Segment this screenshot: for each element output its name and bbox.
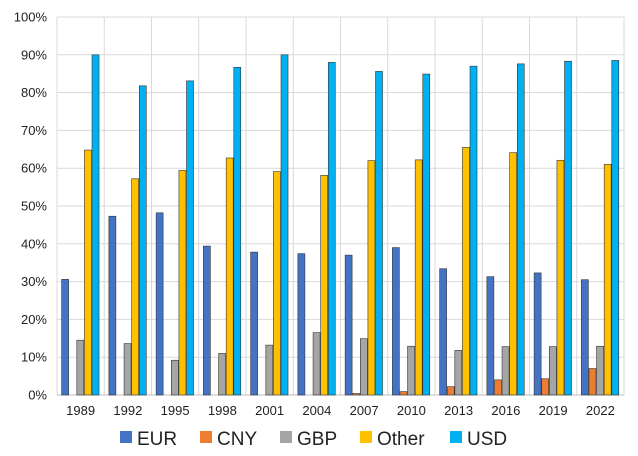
y-tick-label: 60% xyxy=(21,161,47,176)
y-tick-label: 70% xyxy=(21,123,47,138)
bar-other-1989 xyxy=(84,149,92,396)
bar-eur-2004 xyxy=(297,253,306,396)
y-tick-label: 10% xyxy=(21,350,47,365)
legend-label-other: Other xyxy=(377,429,425,450)
bar-eur-1992 xyxy=(108,215,117,396)
legend-swatch-other xyxy=(360,431,372,443)
legend-swatch-cny xyxy=(200,431,212,443)
bar-usd-2001 xyxy=(280,54,289,396)
bar-other-2001 xyxy=(273,171,281,396)
bar-usd-1992 xyxy=(138,85,147,396)
bar-gbp-1992 xyxy=(123,343,132,396)
bar-gbp-2022 xyxy=(596,345,604,396)
bar-usd-2022 xyxy=(611,60,620,396)
x-tick-label: 2013 xyxy=(444,403,473,418)
bar-usd-1995 xyxy=(186,80,194,396)
y-tick-label: 90% xyxy=(21,47,47,62)
bar-cny-2019 xyxy=(541,378,550,396)
bar-gbp-2001 xyxy=(265,344,274,396)
bar-gbp-2013 xyxy=(454,350,463,396)
bar-other-2007 xyxy=(367,160,376,396)
y-tick-label: 30% xyxy=(21,274,47,289)
y-tick-label: 20% xyxy=(21,312,47,327)
bar-cny-2022 xyxy=(588,368,597,396)
y-tick-label: 50% xyxy=(21,199,47,214)
bar-eur-2013 xyxy=(439,268,447,396)
y-tick-label: 80% xyxy=(21,85,47,100)
bar-eur-2010 xyxy=(392,247,400,396)
legend-swatch-usd xyxy=(450,431,462,443)
bar-usd-2016 xyxy=(516,63,525,396)
bar-eur-1998 xyxy=(203,245,211,396)
bar-eur-2007 xyxy=(344,254,353,396)
bar-eur-2022 xyxy=(581,279,589,396)
bar-other-2019 xyxy=(556,159,565,396)
y-tick-label: 0% xyxy=(28,388,47,403)
x-tick-label: 2022 xyxy=(586,403,615,418)
x-axis: 1989 1992 1995 1998 2001 2004 2007 2010 2013 2016… xyxy=(66,403,615,418)
bar-eur-2016 xyxy=(486,276,495,396)
bar-other-2010 xyxy=(414,159,423,396)
bar-cny-2013 xyxy=(446,386,455,396)
bar-usd-2019 xyxy=(564,60,572,396)
legend-label-gbp: GBP xyxy=(297,429,337,450)
bar-other-2016 xyxy=(509,152,517,396)
x-tick-label: 2001 xyxy=(255,403,284,418)
bars xyxy=(61,54,620,396)
bar-gbp-2010 xyxy=(407,345,415,396)
x-tick-label: 1998 xyxy=(208,403,237,418)
bar-eur-1995 xyxy=(155,212,164,396)
bar-other-2004 xyxy=(320,175,328,396)
bar-gbp-1989 xyxy=(76,339,85,396)
bar-eur-2001 xyxy=(250,251,258,396)
gridlines xyxy=(56,16,625,396)
bar-eur-2019 xyxy=(533,272,542,396)
bar-gbp-1998 xyxy=(218,353,226,396)
x-tick-label: 2010 xyxy=(397,403,426,418)
bar-usd-1998 xyxy=(233,66,242,396)
bar-other-2013 xyxy=(462,147,470,396)
y-tick-label: 100% xyxy=(14,10,48,25)
bar-eur-1989 xyxy=(61,279,69,396)
bar-gbp-2004 xyxy=(312,332,321,396)
bar-other-1995 xyxy=(178,170,187,396)
bar-usd-2010 xyxy=(422,73,431,396)
bar-other-1992 xyxy=(131,178,139,396)
bar-usd-2007 xyxy=(375,71,383,396)
bar-gbp-2007 xyxy=(360,338,368,396)
legend-label-cny: CNY xyxy=(217,429,257,450)
y-axis: 0% 10% 20% 30% 40% 50% 60% 70% 80% 90% 100% xyxy=(14,10,48,403)
bar-cny-2007 xyxy=(352,393,361,396)
bar-other-1998 xyxy=(225,157,234,396)
bar-cny-2010 xyxy=(399,391,408,396)
x-tick-label: 1995 xyxy=(161,403,190,418)
x-tick-label: 2007 xyxy=(350,403,379,418)
legend-label-usd: USD xyxy=(467,429,507,450)
bar-gbp-2016 xyxy=(501,346,510,396)
bar-other-2022 xyxy=(603,164,612,396)
x-tick-label: 1989 xyxy=(66,403,95,418)
bar-usd-2013 xyxy=(469,65,478,396)
x-tick-label: 2016 xyxy=(491,403,520,418)
x-tick-label: 1992 xyxy=(113,403,142,418)
legend-label-eur: EUR xyxy=(137,429,177,450)
bar-cny-2016 xyxy=(494,379,502,396)
bar-usd-2004 xyxy=(327,62,336,396)
legend-swatch-eur xyxy=(120,431,132,443)
bar-gbp-2019 xyxy=(549,346,557,396)
y-tick-label: 40% xyxy=(21,236,47,251)
bar-gbp-1995 xyxy=(171,359,179,396)
x-tick-label: 2004 xyxy=(302,403,331,418)
legend: EUR CNY GBP Other USD xyxy=(120,429,507,450)
x-tick-label: 2019 xyxy=(539,403,568,418)
bar-usd-1989 xyxy=(91,54,100,396)
legend-swatch-gbp xyxy=(280,431,292,443)
